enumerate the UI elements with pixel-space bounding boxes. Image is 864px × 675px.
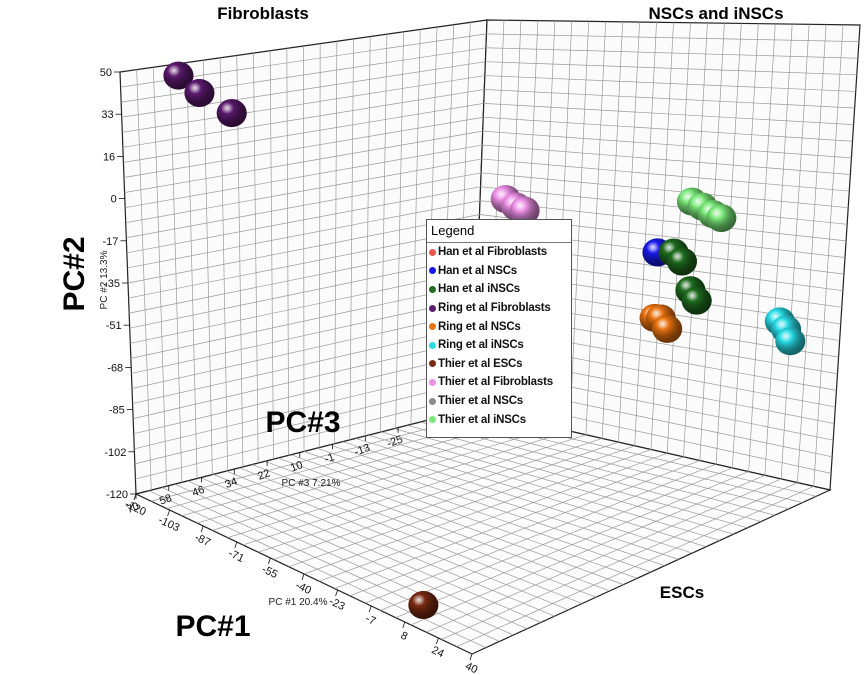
legend-label: Thier et al NSCs [438,395,523,408]
region-label-escs: ESCs [660,583,704,602]
legend-swatch [429,304,436,312]
pc2-tick-label: -102 [104,447,126,459]
floor [134,408,832,655]
legend-item: Ring et al iNSCs [427,336,571,355]
legend-label: Thier et al Fibroblasts [438,376,553,389]
legend-item: Ring et al Fibroblasts [427,299,571,318]
legend-label: Han et al NSCs [438,264,518,277]
pc1-tick-label: -55 [260,563,279,581]
legend-swatch [429,248,436,256]
pc1-tick-label: -87 [193,531,212,549]
legend-item: Thier et al ESCs [427,355,571,374]
pc3-tick-label: 70 [125,500,141,515]
legend-item: Han et al Fibroblasts [427,243,571,262]
data-point [163,61,194,90]
legend-item: Thier et al NSCs [427,392,571,411]
pc3-axis-label: PC #3 7.21% [282,478,341,489]
region-label-nscs-insc: NSCs and iNSCs [648,4,783,23]
pc2-axis-label: PC #2 13.3% [99,250,110,309]
region-label-fibroblasts: Fibroblasts [217,4,309,23]
pc1-tick-label: -103 [156,514,181,534]
legend-item: Thier et al Fibroblasts [427,373,571,392]
pc3-tick-label: 46 [191,484,207,499]
legend-item: Thier et al iNSCs [427,410,571,429]
legend: Legend Han et al Fibroblasts Han et al NS… [426,219,572,438]
legend-label: Thier et al ESCs [438,357,523,370]
legend-label: Han et al Fibroblasts [438,246,547,259]
pc1-tick-label: 40 [463,660,479,675]
pc2-tick-label: 50 [100,67,112,79]
legend-title: Legend [427,220,571,243]
pc1-tick-label: -40 [294,579,313,597]
legend-label: Ring et al iNSCs [438,339,524,352]
pc2-tick-label: -35 [104,278,120,290]
pc1-axis-label: PC #1 20.4% [269,597,328,608]
data-point [706,204,737,233]
pc3-tick-label: -13 [353,442,372,459]
legend-label: Han et al iNSCs [438,283,520,296]
data-point [408,591,439,620]
pc2-axis-title: PC#2 [58,236,91,311]
data-point [681,286,712,315]
legend-label: Ring et al NSCs [438,320,521,333]
pc1-tick-label: -23 [327,595,346,613]
pc2-tick-label: -68 [107,362,123,374]
legend-swatch [429,416,436,424]
legend-swatch [429,397,436,405]
pc2-tick-label: 16 [103,151,115,163]
pc1-axis-title: PC#1 [175,610,250,643]
pc2-tick-label: -17 [102,236,118,248]
legend-swatch [429,285,436,293]
pc2-tick-label: 33 [101,109,113,121]
legend-swatch [429,341,436,349]
legend-swatch [429,323,436,331]
data-point [667,247,697,276]
pc2-tick-label: -120 [106,489,128,501]
data-point [775,327,806,356]
legend-label: Ring et al Fibroblasts [438,302,551,315]
pc2-tick-label: -85 [109,405,125,417]
data-point [509,196,540,225]
pc3-tick-label: 58 [158,492,174,507]
legend-item: Han et al iNSCs [427,280,571,299]
pc3-tick-label: 10 [289,459,305,474]
pc3-axis-title: PC#3 [265,406,340,439]
legend-swatch [429,267,436,275]
pc3-tick-label: 34 [223,476,239,491]
pc2-tick-label: -51 [106,320,122,332]
pc1-tick-label: 24 [430,644,446,660]
data-point [216,99,247,128]
legend-item: Ring et al NSCs [427,317,571,336]
pc3-tick-label: -1 [323,451,336,466]
pc3-tick-label: -25 [386,434,405,451]
pc3-tick-label: 22 [256,467,272,482]
data-point [184,79,215,108]
pc2-tick-label: 0 [111,194,117,206]
data-point [652,314,683,343]
pc1-tick-label: 8 [399,630,410,643]
legend-swatch [429,378,436,386]
pc1-tick-label: -7 [363,613,377,628]
legend-swatch [429,360,436,368]
pc1-tick-label: -71 [226,547,245,565]
legend-label: Thier et al iNSCs [438,413,526,426]
legend-item: Han et al NSCs [427,262,571,281]
